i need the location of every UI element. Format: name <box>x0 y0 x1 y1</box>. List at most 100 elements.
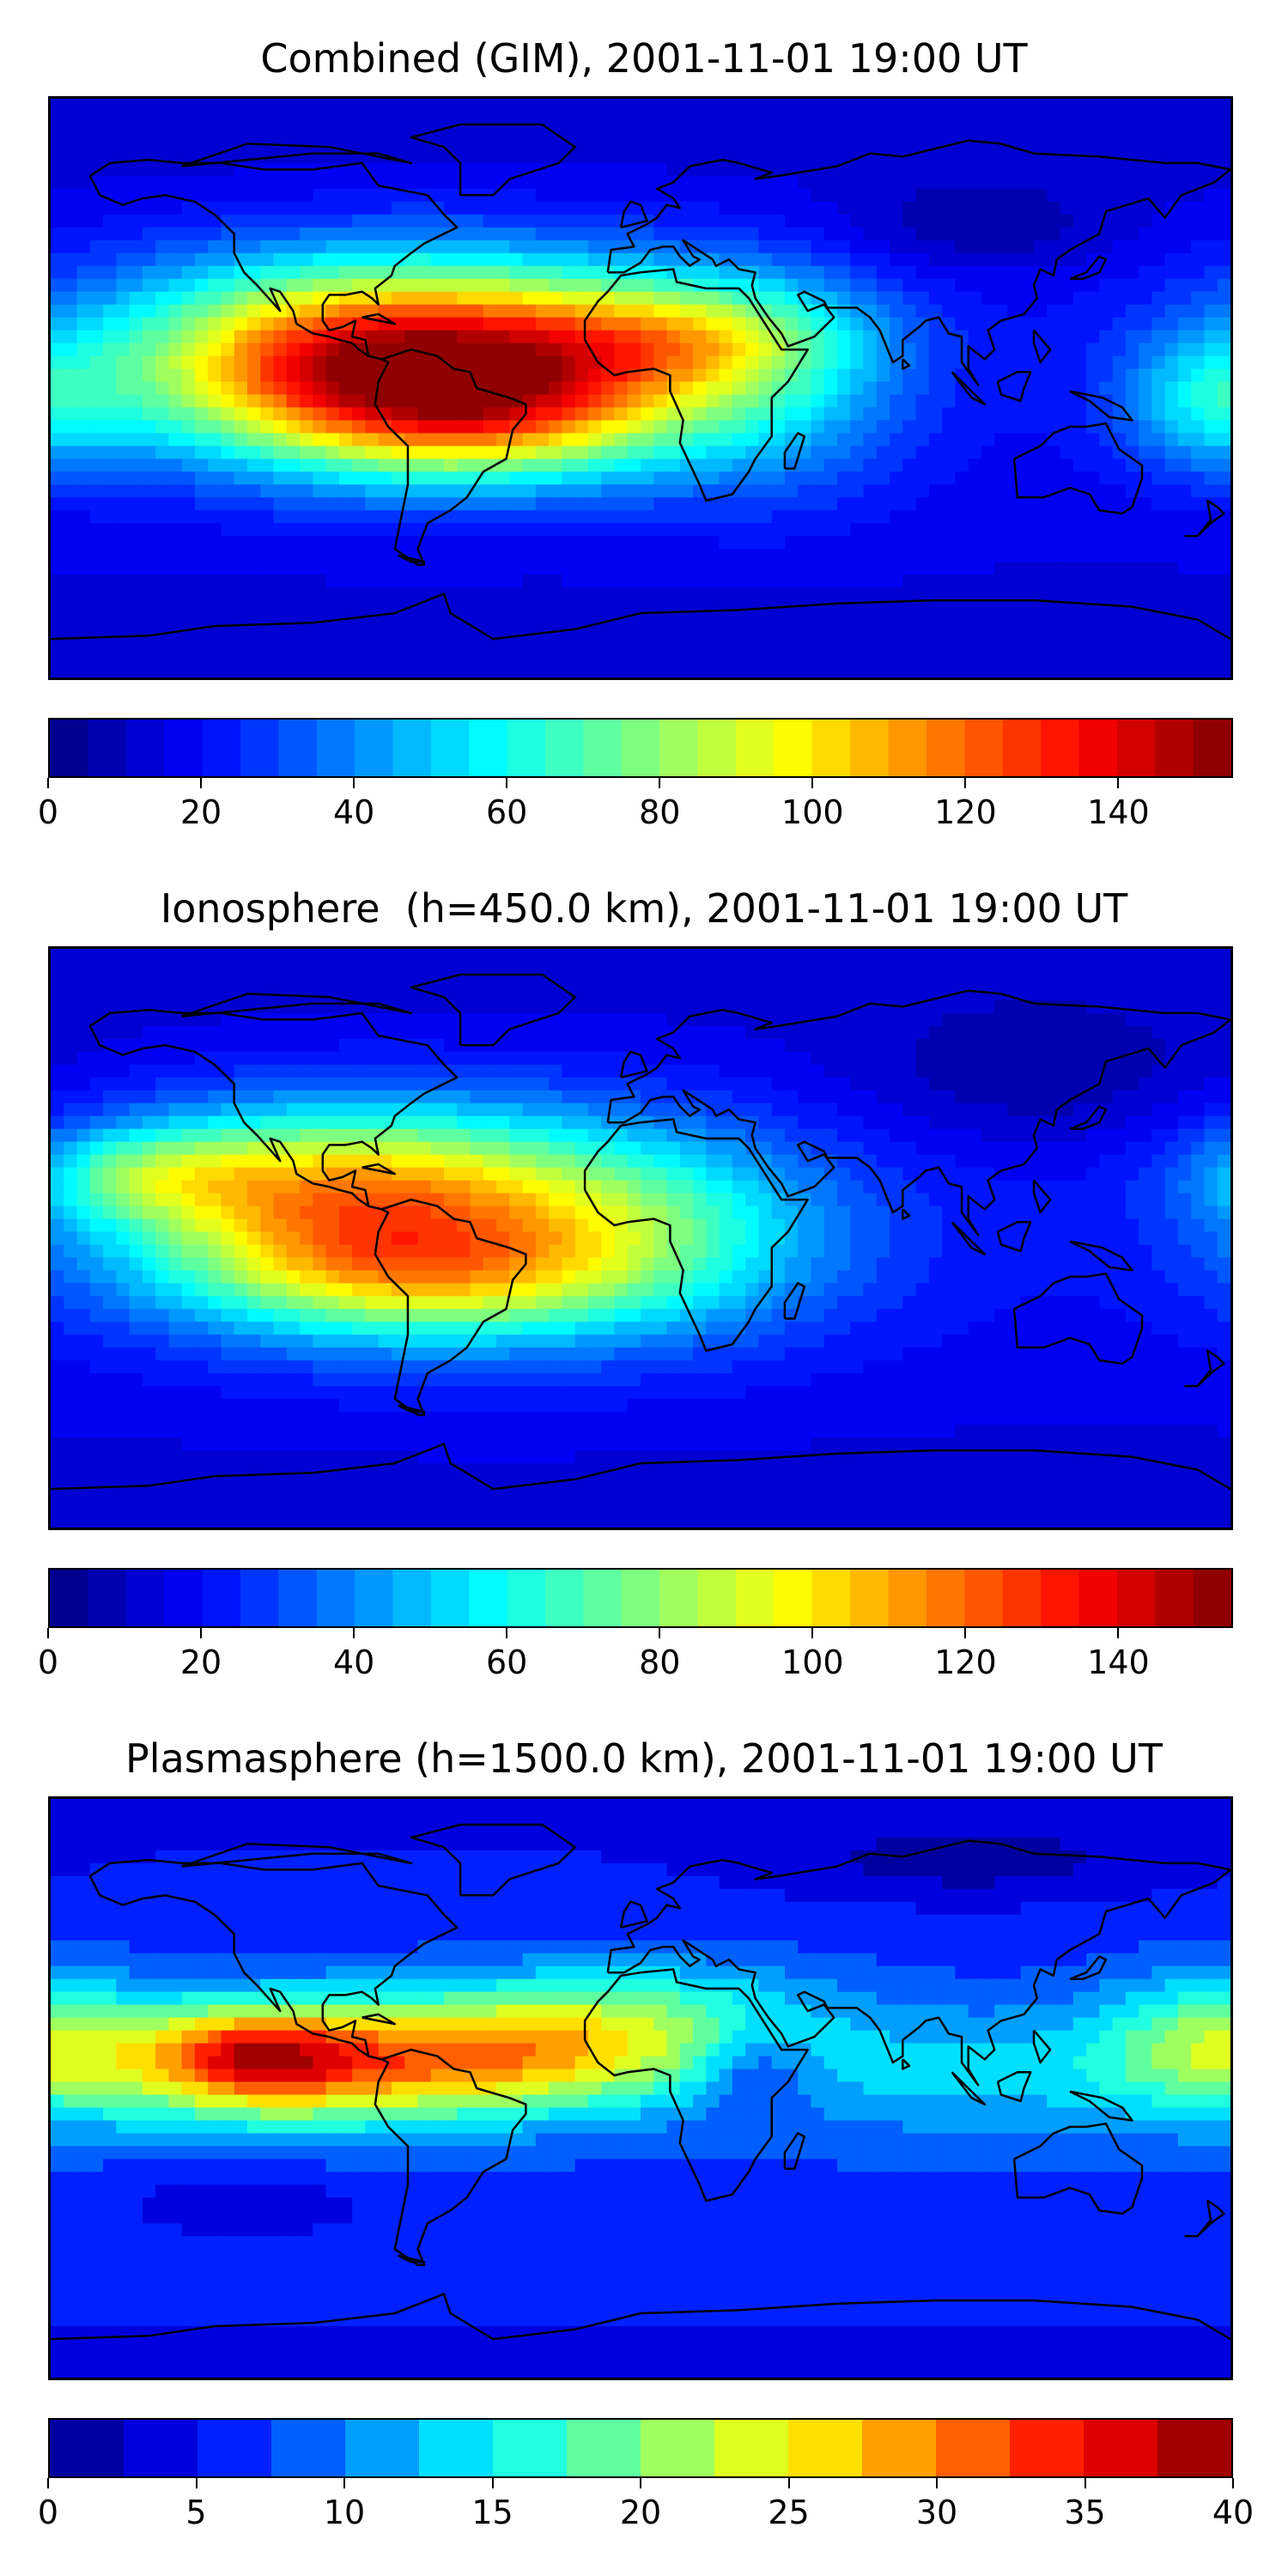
heatmap-cell <box>1007 574 1022 588</box>
heatmap-cell <box>1007 227 1022 241</box>
heatmap-cell <box>221 330 235 344</box>
heatmap-cell <box>1072 304 1087 319</box>
heatmap-cell <box>129 974 143 988</box>
heatmap-cell <box>863 949 878 963</box>
heatmap-cell <box>260 407 275 422</box>
heatmap-cell <box>1204 394 1218 409</box>
heatmap-cell <box>771 1025 786 1040</box>
colorbar-swatch <box>545 720 585 776</box>
heatmap-cell <box>627 407 641 422</box>
heatmap-cell <box>837 317 851 331</box>
heatmap-cell <box>863 368 878 383</box>
heatmap-cell <box>430 355 445 370</box>
heatmap-cell <box>574 265 589 280</box>
heatmap-cell <box>286 317 301 331</box>
heatmap-cell <box>509 459 524 472</box>
heatmap-cell <box>313 562 327 575</box>
heatmap-cell <box>64 111 78 125</box>
heatmap-cell <box>1204 536 1218 550</box>
heatmap-cell <box>1151 1012 1166 1027</box>
heatmap-cell <box>1191 278 1206 293</box>
heatmap-cell <box>994 240 1009 254</box>
heatmap-cell <box>1086 1012 1100 1027</box>
heatmap-cell <box>76 149 91 164</box>
heatmap-cell <box>994 124 1009 138</box>
heatmap-cell <box>1034 574 1048 588</box>
heatmap-cell <box>221 639 235 653</box>
heatmap-cell <box>850 1038 865 1053</box>
heatmap-cell <box>313 536 327 550</box>
heatmap-cell <box>1191 330 1206 344</box>
heatmap-cell <box>693 446 707 459</box>
heatmap-cell <box>549 536 562 550</box>
heatmap-cell <box>1020 1038 1035 1053</box>
heatmap-cell <box>811 175 825 190</box>
heatmap-cell <box>771 549 786 562</box>
heatmap-cell <box>641 304 654 319</box>
heatmap-cell <box>1007 949 1022 963</box>
heatmap-cell <box>549 137 562 151</box>
heatmap-cell <box>391 214 405 228</box>
heatmap-cell <box>562 317 576 331</box>
heatmap-cell <box>666 420 681 434</box>
heatmap-cell <box>430 407 445 422</box>
heatmap-cell <box>942 523 956 537</box>
heatmap-cell <box>798 587 812 601</box>
heatmap-cell <box>1112 137 1127 151</box>
heatmap-cell <box>365 974 380 988</box>
heatmap-cell <box>745 330 759 344</box>
heatmap-cell <box>549 1051 562 1066</box>
heatmap-cell <box>496 587 510 601</box>
heatmap-cell <box>1020 652 1035 665</box>
heatmap-cell <box>338 446 353 459</box>
heatmap-cell <box>181 252 196 267</box>
heatmap-cell <box>208 665 222 677</box>
heatmap-cell <box>771 1064 786 1078</box>
heatmap-cell <box>1034 497 1048 511</box>
heatmap-cell <box>823 600 838 614</box>
heatmap-cell <box>103 497 117 511</box>
heatmap-cell <box>863 961 878 975</box>
heatmap-cell <box>666 162 681 177</box>
heatmap-cell <box>562 291 576 306</box>
heatmap-cell <box>221 201 235 216</box>
heatmap-cell <box>994 175 1009 190</box>
heatmap-cell <box>378 1051 392 1066</box>
coastline <box>88 158 527 567</box>
heatmap-cell <box>968 124 982 138</box>
heatmap-cell <box>1139 549 1152 562</box>
heatmap-cell <box>457 227 471 241</box>
heatmap-cell <box>417 420 432 434</box>
heatmap-cell <box>863 162 878 177</box>
heatmap-cell <box>549 343 562 357</box>
heatmap-cell <box>863 240 878 254</box>
heatmap-cell <box>444 639 458 653</box>
heatmap-cell <box>981 1038 995 1053</box>
heatmap-cell <box>981 162 995 177</box>
heatmap-cell <box>798 961 812 975</box>
colorbar <box>48 718 1233 778</box>
heatmap-cell <box>837 639 851 653</box>
heatmap-cell <box>194 974 209 988</box>
heatmap-cell <box>876 137 890 151</box>
heatmap-cell <box>522 368 537 383</box>
heatmap-cell <box>627 188 641 203</box>
heatmap-cell <box>994 446 1009 459</box>
heatmap-cell <box>286 355 301 370</box>
coastline <box>1032 329 1052 364</box>
heatmap-cell <box>509 987 524 1001</box>
heatmap-cell <box>378 574 392 588</box>
heatmap-cell <box>758 201 773 216</box>
heatmap-cell <box>1007 252 1022 267</box>
heatmap-cell <box>876 214 890 228</box>
heatmap-cell <box>1191 987 1206 1001</box>
heatmap-cell <box>587 420 602 434</box>
heatmap-cell <box>391 484 405 498</box>
heatmap-cell <box>509 562 524 575</box>
heatmap-cell <box>1099 549 1114 562</box>
heatmap-cell <box>1086 188 1100 203</box>
heatmap-cell <box>627 497 641 511</box>
heatmap-cell <box>522 265 537 280</box>
heatmap-cell <box>221 420 235 434</box>
heatmap-cell <box>313 175 327 190</box>
